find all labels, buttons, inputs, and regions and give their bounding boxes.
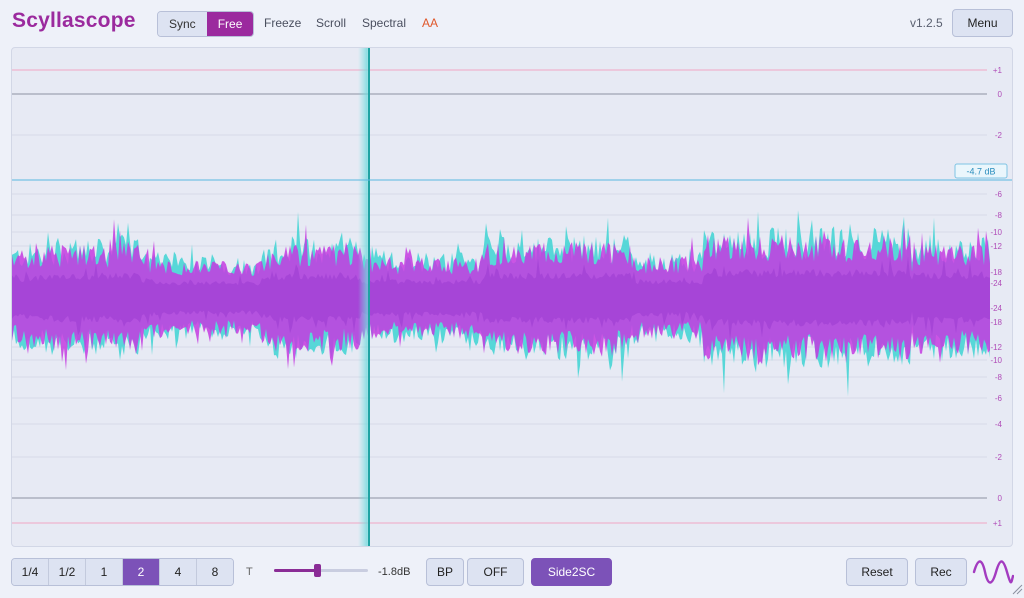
scale-label: -8 xyxy=(995,373,1003,382)
division-8[interactable]: 8 xyxy=(197,559,233,585)
version-label: v1.2.5 xyxy=(910,16,943,30)
scale-label: -2 xyxy=(995,131,1003,140)
scroll-button[interactable]: Scroll xyxy=(316,16,347,30)
scale-label: -6 xyxy=(995,190,1003,199)
scale-label: -12 xyxy=(990,242,1002,251)
resize-grip-icon[interactable] xyxy=(1011,583,1023,595)
scale-label: 0 xyxy=(998,494,1003,503)
header-bar: Scyllascope Sync Free Freeze Scroll Spec… xyxy=(0,0,1024,46)
t-label: T xyxy=(246,566,253,578)
time-division-selector: 1/4 1/2 1 2 4 8 xyxy=(11,558,234,586)
sync-mode-toggle: Sync Free xyxy=(157,11,255,37)
scale-label: -18 xyxy=(990,318,1002,327)
freeze-button[interactable]: Freeze xyxy=(264,16,302,30)
scale-label: -12 xyxy=(990,343,1002,352)
sine-wave-icon xyxy=(972,560,1014,584)
scale-label: -6 xyxy=(995,394,1003,403)
waveform-core xyxy=(12,256,990,341)
division-1-4[interactable]: 1/4 xyxy=(12,559,49,585)
scale-label: 0 xyxy=(998,90,1003,99)
menu-button[interactable]: Menu xyxy=(952,9,1013,37)
threshold-slider[interactable] xyxy=(274,564,368,577)
scale-label: -24 xyxy=(990,304,1002,313)
scale-label: -10 xyxy=(990,228,1002,237)
scale-label: -10 xyxy=(990,356,1002,365)
division-2[interactable]: 2 xyxy=(123,559,160,585)
slider-track xyxy=(274,569,368,572)
scale-label: -18 xyxy=(990,268,1002,277)
scale-label: +1 xyxy=(993,519,1003,528)
spectral-button[interactable]: Spectral xyxy=(362,16,407,30)
slider-handle[interactable] xyxy=(314,564,321,577)
bp-button[interactable]: BP xyxy=(426,558,464,586)
playhead-cursor xyxy=(358,48,370,546)
right-scale: +1 0 -2 -6 -8 -10 -12 -18 -24 -24 -18 -12 -10 -8 -6 -4 -… xyxy=(990,66,1002,528)
sync-button[interactable]: Sync xyxy=(158,12,207,36)
division-4[interactable]: 4 xyxy=(160,559,197,585)
scale-label: -4 xyxy=(995,420,1003,429)
slider-fill xyxy=(274,569,318,572)
waveform-canvas: -4.7 dB +1 0 -2 -6 -8 -10 -12 -18 -24 -24 -18 -12 -1… xyxy=(12,48,1012,546)
scale-label: +1 xyxy=(993,66,1003,75)
scale-label: -2 xyxy=(995,453,1003,462)
reset-button[interactable]: Reset xyxy=(846,558,908,586)
threshold-label: -4.7 dB xyxy=(966,167,995,177)
oscilloscope-display[interactable]: -4.7 dB +1 0 -2 -6 -8 -10 -12 -18 -24 -24 -18 -12 -1… xyxy=(11,47,1013,547)
free-button[interactable]: Free xyxy=(206,12,254,36)
slider-value: -1.8dB xyxy=(378,566,411,578)
off-button[interactable]: OFF xyxy=(467,558,524,586)
rec-button[interactable]: Rec xyxy=(915,558,967,586)
side2sc-button[interactable]: Side2SC xyxy=(531,558,612,586)
scale-label: -24 xyxy=(990,279,1002,288)
division-1[interactable]: 1 xyxy=(86,559,123,585)
scale-label: -8 xyxy=(995,211,1003,220)
app-title: Scyllascope xyxy=(12,9,136,32)
footer-bar: 1/4 1/2 1 2 4 8 T -1.8dB BP OFF Side2SC … xyxy=(0,548,1024,598)
aa-button[interactable]: AA xyxy=(422,16,439,30)
division-1-2[interactable]: 1/2 xyxy=(49,559,86,585)
threshold-badge[interactable]: -4.7 dB xyxy=(954,163,1008,179)
